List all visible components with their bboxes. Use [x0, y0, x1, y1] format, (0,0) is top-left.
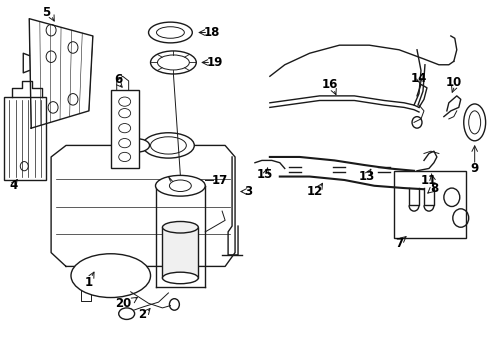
Bar [111, 90, 138, 168]
Ellipse shape [122, 139, 149, 152]
Ellipse shape [142, 133, 194, 158]
Text: 2: 2 [138, 308, 146, 321]
Text: 18: 18 [203, 26, 220, 39]
Text: 16: 16 [321, 78, 337, 91]
Text: 8: 8 [429, 181, 437, 194]
Text: 13: 13 [359, 170, 375, 183]
Text: 6: 6 [114, 73, 122, 86]
Bar [393, 171, 465, 238]
Polygon shape [51, 145, 235, 266]
Bar [162, 227, 198, 278]
Ellipse shape [71, 254, 150, 297]
Text: 7: 7 [394, 237, 402, 250]
Ellipse shape [162, 272, 198, 284]
Ellipse shape [463, 104, 485, 141]
Text: 15: 15 [256, 168, 272, 181]
Text: 3: 3 [244, 185, 251, 198]
Ellipse shape [155, 175, 205, 196]
Text: 19: 19 [206, 56, 223, 69]
Ellipse shape [468, 111, 480, 134]
Text: 17: 17 [212, 174, 228, 186]
Text: 4: 4 [9, 179, 18, 192]
Text: 11: 11 [420, 174, 436, 186]
Ellipse shape [162, 221, 198, 233]
Polygon shape [29, 19, 93, 128]
Text: 5: 5 [42, 6, 50, 19]
Bar [4, 97, 46, 180]
Text: 14: 14 [410, 72, 427, 85]
Text: 12: 12 [306, 185, 322, 198]
Text: 1: 1 [84, 276, 93, 289]
Text: 20: 20 [115, 297, 132, 310]
Text: 10: 10 [445, 76, 461, 89]
Text: 9: 9 [469, 162, 478, 175]
Ellipse shape [119, 308, 134, 319]
